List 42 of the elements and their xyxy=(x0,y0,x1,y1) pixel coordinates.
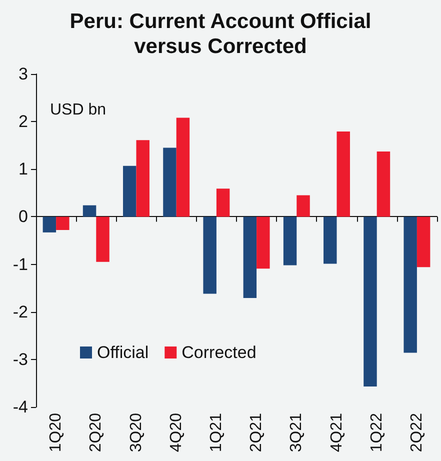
bar xyxy=(136,140,150,217)
x-tick-label: 1Q22 xyxy=(368,412,386,452)
y-axis-title: USD bn xyxy=(50,102,106,118)
x-tick-label: 1Q20 xyxy=(48,412,65,452)
bar xyxy=(324,216,337,264)
x-tick-label: 2Q20 xyxy=(88,412,105,452)
x-tick-label: 3Q21 xyxy=(288,412,306,452)
y-tick-label: -4 xyxy=(12,398,28,416)
x-tick-label: 2Q21 xyxy=(248,412,266,452)
bar xyxy=(364,216,377,387)
bar xyxy=(404,216,417,353)
bar xyxy=(296,195,310,217)
x-tick-label: 3Q20 xyxy=(128,412,145,452)
bar xyxy=(123,166,136,217)
chart-title: Peru: Current Account Official versus Corrected xyxy=(70,10,372,58)
bar xyxy=(283,216,297,266)
x-tick-label: 1Q21 xyxy=(208,412,225,452)
y-tick-label: 1 xyxy=(18,160,28,179)
bar xyxy=(176,118,190,217)
bar xyxy=(243,216,257,298)
bar xyxy=(56,216,70,230)
y-tick-label: -1 xyxy=(12,254,28,274)
y-tick-label: -2 xyxy=(12,302,28,322)
bar xyxy=(376,152,390,217)
bar xyxy=(416,216,430,268)
bar xyxy=(216,188,230,217)
y-tick-label: 3 xyxy=(18,64,28,84)
legend-label: Corrected xyxy=(182,343,256,362)
bar xyxy=(82,205,96,217)
bar xyxy=(96,216,110,262)
legend-label: Official xyxy=(97,343,149,362)
y-tick-label: -3 xyxy=(12,350,28,369)
x-tick-label: 4Q20 xyxy=(168,412,185,452)
bar xyxy=(336,132,350,217)
x-tick-label: 2Q22 xyxy=(408,412,426,452)
y-tick-label: 2 xyxy=(18,112,28,132)
x-tick-label: 4Q21 xyxy=(328,412,346,452)
y-tick-label: 0 xyxy=(18,207,28,226)
bar xyxy=(163,148,176,217)
bar xyxy=(256,216,270,269)
bar xyxy=(203,216,216,294)
bar xyxy=(42,216,56,232)
